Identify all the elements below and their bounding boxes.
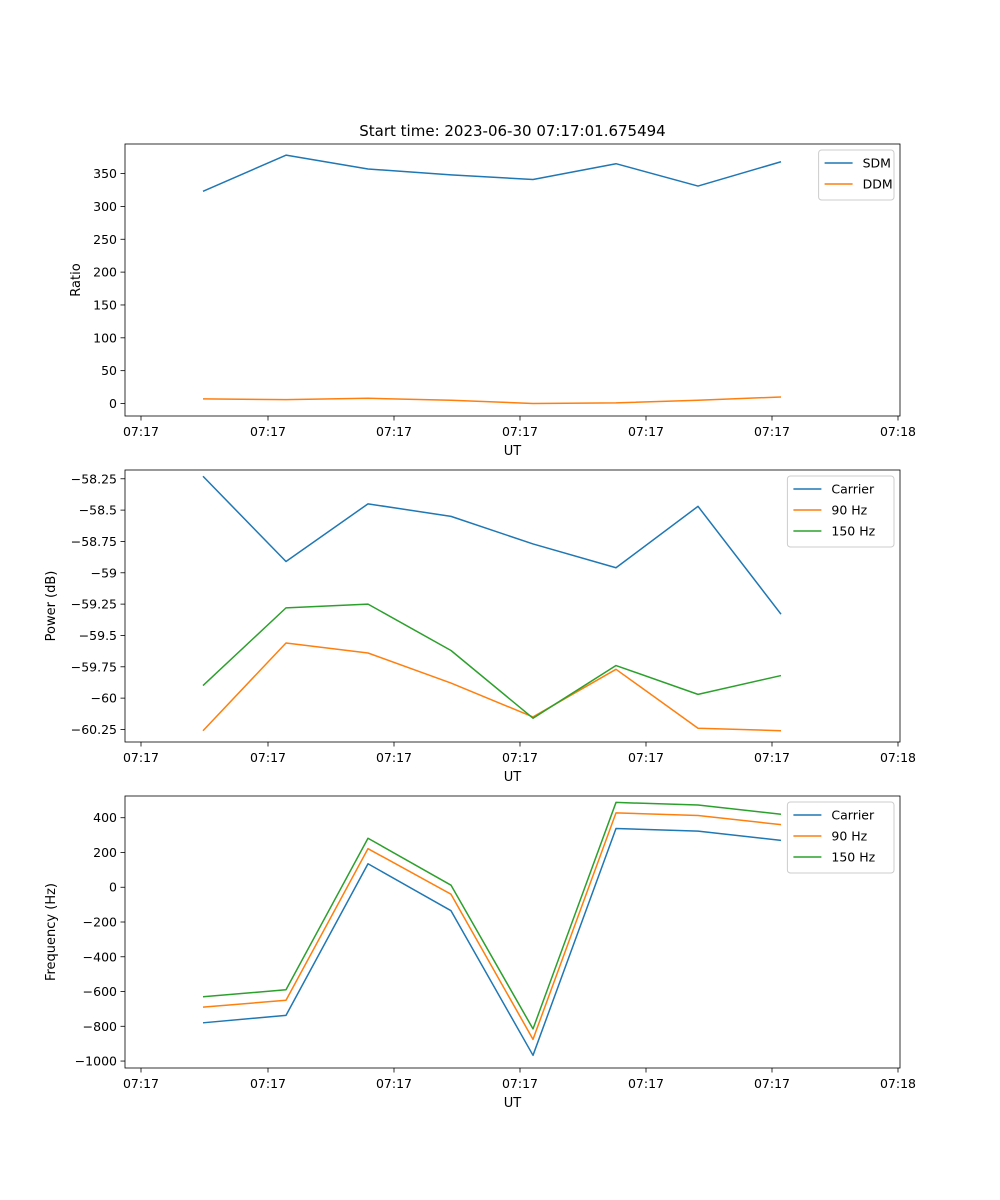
legend-label: Carrier [831,808,875,823]
x-tick-label: 07:17 [754,1076,790,1091]
legend: Carrier 90 Hz 150 Hz [786,801,895,874]
y-tick-label: −58.5 [79,503,117,518]
x-tick-label: 07:18 [880,424,916,439]
y-tick-label: 250 [93,232,117,247]
x-tick-label: 07:17 [754,750,790,765]
chart-panel-2: 07:17 07:17 07:17 07:17 07:17 07:17 07:18 −60.2… [44,469,916,785]
x-tick-label: 07:18 [880,750,916,765]
x-tick-label: 07:17 [502,424,538,439]
x-tick-label: 07:17 [376,750,412,765]
axes-frame [124,469,901,743]
legend-label: SDM [863,156,891,171]
x-tick-label: 07:17 [502,750,538,765]
series-line-90-hz [202,642,782,732]
y-tick-label: 300 [93,199,117,214]
y-tick-label: 50 [101,363,117,378]
x-tick-label: 07:18 [880,1076,916,1091]
y-tick-label: −60 [91,691,117,706]
y-tick-label: −600 [83,984,117,999]
legend-label: 90 Hz [831,503,867,518]
y-tick-label: −59 [91,565,117,580]
legend-label: 150 Hz [831,524,875,539]
x-tick-label: 07:17 [628,1076,664,1091]
y-axis-label: Frequency (Hz) [44,883,59,981]
y-tick-label: 200 [93,265,117,280]
legend-label: 150 Hz [831,850,875,865]
x-tick-label: 07:17 [754,424,790,439]
y-tick-label: −59.25 [71,597,117,612]
y-tick-label: −400 [83,949,117,964]
y-axis-label: Power (dB) [44,571,59,642]
y-tick-label: −58.75 [71,534,117,549]
legend: SDM DDM [818,149,895,201]
chart-panel-3: 07:17 07:17 07:17 07:17 07:17 07:17 07:18 −1000… [44,795,916,1111]
x-tick-label: 07:17 [123,750,159,765]
y-tick-label: −1000 [75,1054,117,1069]
y-tick-label: −60.25 [71,722,117,737]
series-line-90-hz [202,812,782,1041]
y-tick-label: 150 [93,297,117,312]
x-axis-label: UT [504,1096,522,1111]
y-tick-label: 200 [93,845,117,860]
series-line-carrier [202,475,782,615]
x-tick-label: 07:17 [250,1076,286,1091]
legend-box [786,475,895,548]
x-tick-label: 07:17 [628,424,664,439]
x-tick-label: 07:17 [376,424,412,439]
chart-panel-1: 07:17 07:17 07:17 07:17 07:17 07:17 07:18 0 50 10… [69,143,916,459]
y-tick-label: 0 [109,880,117,895]
series-line-ddm [202,396,782,405]
legend-box [786,801,895,874]
y-tick-label: 400 [93,810,117,825]
axes-frame [124,795,901,1069]
x-axis-label: UT [504,770,522,785]
x-tick-label: 07:17 [502,1076,538,1091]
x-tick-label: 07:17 [250,424,286,439]
x-tick-label: 07:17 [376,1076,412,1091]
y-tick-label: −58.25 [71,471,117,486]
y-tick-label: −59.75 [71,659,117,674]
series-line-sdm [202,154,782,192]
series-line-150-hz [202,801,782,1030]
x-tick-label: 07:17 [250,750,286,765]
legend-label: 90 Hz [831,829,867,844]
y-tick-label: 100 [93,330,117,345]
y-tick-label: −59.5 [79,628,117,643]
legend-label: DDM [863,177,893,192]
y-tick-label: 0 [109,396,117,411]
y-tick-label: −800 [83,1019,117,1034]
x-tick-label: 07:17 [123,424,159,439]
x-tick-label: 07:17 [123,1076,159,1091]
x-tick-label: 07:17 [628,750,664,765]
axes-frame [124,143,901,417]
legend-label: Carrier [831,482,875,497]
y-axis-label: Ratio [69,263,84,296]
y-tick-label: −200 [83,915,117,930]
legend: Carrier 90 Hz 150 Hz [786,475,895,548]
x-axis-label: UT [504,444,522,459]
y-tick-label: 350 [93,166,117,181]
series-line-150-hz [202,603,782,719]
series-line-carrier [202,827,782,1057]
figure-title: Start time: 2023-06-30 07:17:01.675494 [359,122,665,140]
